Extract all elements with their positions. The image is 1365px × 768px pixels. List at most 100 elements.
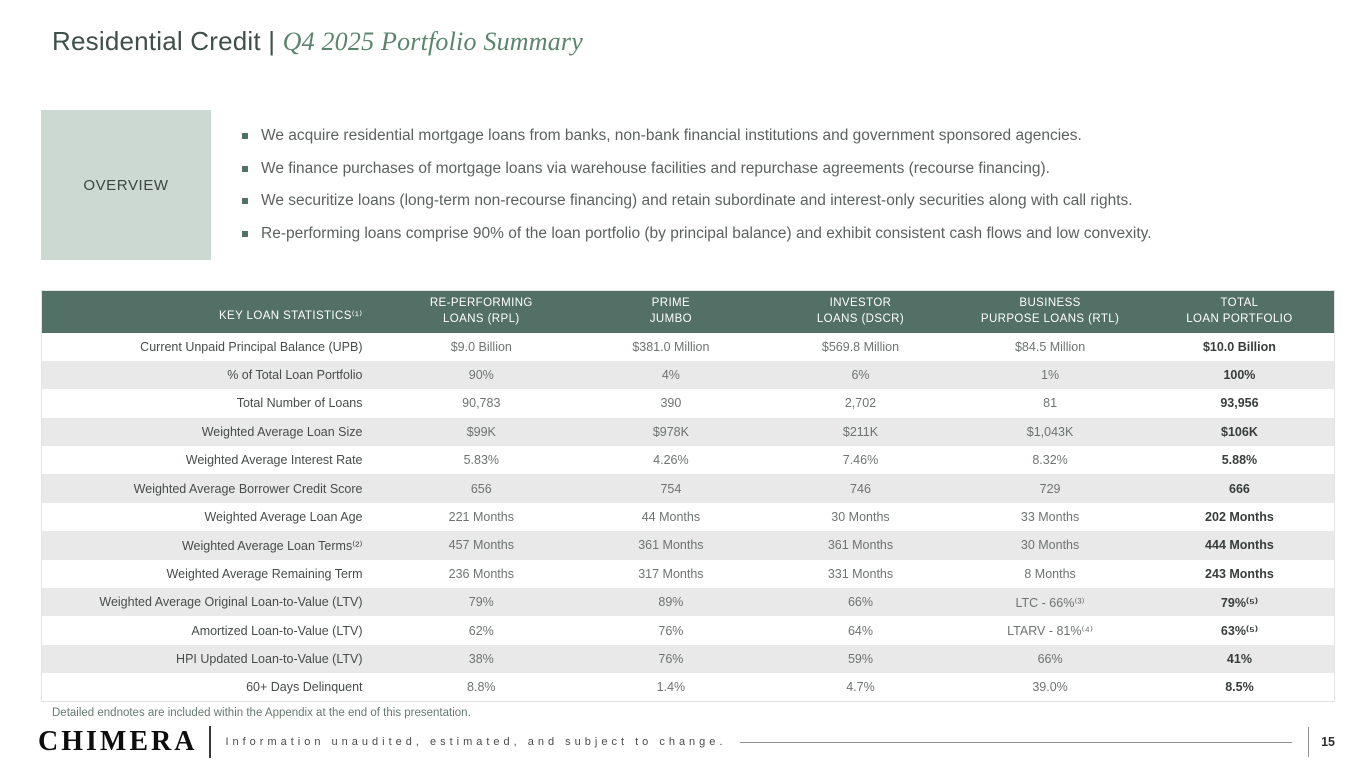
bullet-text: Re-performing loans comprise 90% of the … xyxy=(261,224,1152,242)
row-label: 60+ Days Delinquent xyxy=(246,680,363,695)
cell-value: 8.32% xyxy=(1032,453,1068,468)
cell-value: 90% xyxy=(468,368,494,383)
row-label: Current Unpaid Principal Balance (UPB) xyxy=(140,339,363,354)
cell-value: 5.88% xyxy=(1221,453,1258,468)
bullet-square-icon xyxy=(242,230,248,237)
row-label: Weighted Average Borrower Credit Score xyxy=(133,481,363,496)
cell-value: 79%⁽⁵⁾ xyxy=(1220,595,1258,610)
row-label: Weighted Average Loan Terms⁽²⁾ xyxy=(181,538,363,553)
cell-value: 1.4% xyxy=(656,680,686,695)
cell-value: 66% xyxy=(847,595,873,610)
cell-value: 202 Months xyxy=(1205,510,1274,525)
cell-value: $569.8 Million xyxy=(821,339,900,354)
cell-value: 754 xyxy=(660,481,682,496)
cell-value: 8.8% xyxy=(467,680,496,695)
cell-value: 59% xyxy=(847,651,873,666)
overview-section: OVERVIEW We acquire residential mortgage… xyxy=(41,110,1335,260)
row-label: Weighted Average Remaining Term xyxy=(166,566,363,581)
page-title-prefix: Residential Credit | xyxy=(52,26,283,56)
cell-value: $10.0 Billion xyxy=(1202,339,1276,354)
cell-value: 76% xyxy=(658,651,684,666)
column-header: TOTAL LOAN PORTFOLIO xyxy=(1144,290,1335,333)
cell-value: 729 xyxy=(1039,481,1061,496)
column-header-key-loan-statistics: KEY LOAN STATISTICS⁽¹⁾ xyxy=(41,290,387,333)
cell-value: 4.7% xyxy=(846,680,875,695)
bullet-square-icon xyxy=(242,165,248,172)
overview-bullet: Re-performing loans comprise 90% of the … xyxy=(242,225,1335,243)
column-header: PRIME JUMBO xyxy=(576,290,766,333)
row-label: Weighted Average Loan Size xyxy=(201,424,363,439)
table-row: Total Number of Loans 90,783 390 2,702 81 93,… xyxy=(42,389,1335,417)
table-row: Weighted Average Loan Age 221 Months 44 Mo… xyxy=(42,503,1335,531)
footer-rule xyxy=(740,741,1292,743)
row-label: Total Number of Loans xyxy=(236,396,363,411)
cell-value: 44 Months xyxy=(641,510,701,525)
cell-value: 4.26% xyxy=(653,453,689,468)
cell-value: 444 Months xyxy=(1205,538,1274,553)
cell-value: 8 Months xyxy=(1024,566,1076,581)
page-title: Residential Credit | Q4 2025 Portfolio S… xyxy=(52,26,583,57)
cell-value: 331 Months xyxy=(827,566,894,581)
table-row: Weighted Average Loan Size $99K $978K $211K… xyxy=(41,417,1335,447)
cell-value: 89% xyxy=(658,595,684,610)
row-label: Weighted Average Loan Age xyxy=(204,510,363,525)
cell-value: 39.0% xyxy=(1032,680,1068,695)
overview-bullets: We acquire residential mortgage loans fr… xyxy=(220,110,1335,260)
bullet-text: We securitize loans (long-term non-recou… xyxy=(261,192,1133,210)
key-loan-statistics-table: KEY LOAN STATISTICS⁽¹⁾ RE-PERFORMING LOAN… xyxy=(41,290,1335,703)
bullet-text: We acquire residential mortgage loans fr… xyxy=(261,127,1082,144)
table-row: Weighted Average Interest Rate 5.83% 4.26%… xyxy=(42,446,1335,474)
cell-value: 6% xyxy=(851,368,870,383)
cell-value: 30 Months xyxy=(1020,538,1080,553)
stats-table-header-row: KEY LOAN STATISTICS⁽¹⁾ RE-PERFORMING LOAN… xyxy=(41,290,1335,333)
cell-value: 243 Months xyxy=(1205,566,1274,581)
cell-value: 656 xyxy=(470,481,492,496)
cell-value: 63%⁽⁵⁾ xyxy=(1220,624,1258,639)
stats-table-body: Current Unpaid Principal Balance (UPB) $9… xyxy=(41,333,1335,702)
chimera-logo: CHIMERA xyxy=(38,726,198,757)
cell-value: 64% xyxy=(847,623,873,638)
cell-value: 93,956 xyxy=(1220,396,1259,411)
cell-value: 100% xyxy=(1223,368,1256,383)
overview-label: OVERVIEW xyxy=(41,110,211,260)
cell-value: 90,783 xyxy=(462,396,501,411)
cell-value: 7.46% xyxy=(842,453,879,468)
cell-value: $1,043K xyxy=(1026,424,1074,439)
row-label: Weighted Average Interest Rate xyxy=(185,453,363,468)
cell-value: $381.0 Million xyxy=(632,339,710,354)
cell-value: 81 xyxy=(1043,396,1058,411)
bullet-square-icon xyxy=(242,133,248,139)
row-label: HPI Updated Loan-to-Value (LTV) xyxy=(176,651,363,666)
row-label: Weighted Average Original Loan-to-Value … xyxy=(99,595,363,610)
cell-value: LTC - 66%⁽³⁾ xyxy=(1015,595,1085,610)
overview-bullet: We securitize loans (long-term non-recou… xyxy=(242,192,1335,210)
footer-divider xyxy=(209,726,212,758)
table-row: HPI Updated Loan-to-Value (LTV) 38% 76% 59%… xyxy=(41,644,1335,674)
footer: CHIMERA Information unaudited, estimated… xyxy=(38,724,1335,760)
cell-value: 361 Months xyxy=(638,538,704,553)
bullet-square-icon xyxy=(242,198,248,205)
cell-value: $106K xyxy=(1221,424,1258,439)
table-row: Weighted Average Remaining Term 236 Month… xyxy=(42,560,1335,588)
cell-value: $211K xyxy=(842,424,879,439)
cell-value: $978K xyxy=(652,424,689,439)
cell-value: 5.83% xyxy=(463,453,500,468)
page-title-subtitle: Q4 2025 Portfolio Summary xyxy=(282,27,583,56)
column-header: INVESTOR LOANS (DSCR) xyxy=(765,290,956,333)
column-header: BUSINESS PURPOSE LOANS (RTL) xyxy=(955,290,1145,333)
column-header: RE-PERFORMING LOANS (RPL) xyxy=(386,290,577,333)
cell-value: 317 Months xyxy=(638,566,704,581)
cell-value: 76% xyxy=(658,623,684,638)
cell-value: $9.0 Billion xyxy=(450,339,512,354)
footer-disclaimer: Information unaudited, estimated, and su… xyxy=(225,736,727,748)
cell-value: 746 xyxy=(850,481,871,496)
page-number-divider xyxy=(1307,727,1310,757)
cell-value: 457 Months xyxy=(448,538,514,553)
bullet-text: We finance purchases of mortgage loans v… xyxy=(261,159,1050,177)
cell-value: 8.5% xyxy=(1225,680,1254,695)
table-row: Weighted Average Loan Terms⁽²⁾ 457 Months… xyxy=(41,531,1335,560)
cell-value: 390 xyxy=(660,396,682,411)
table-row: Amortized Loan-to-Value (LTV) 62% 76% 64% LT… xyxy=(42,616,1335,644)
cell-value: 41% xyxy=(1226,651,1252,666)
